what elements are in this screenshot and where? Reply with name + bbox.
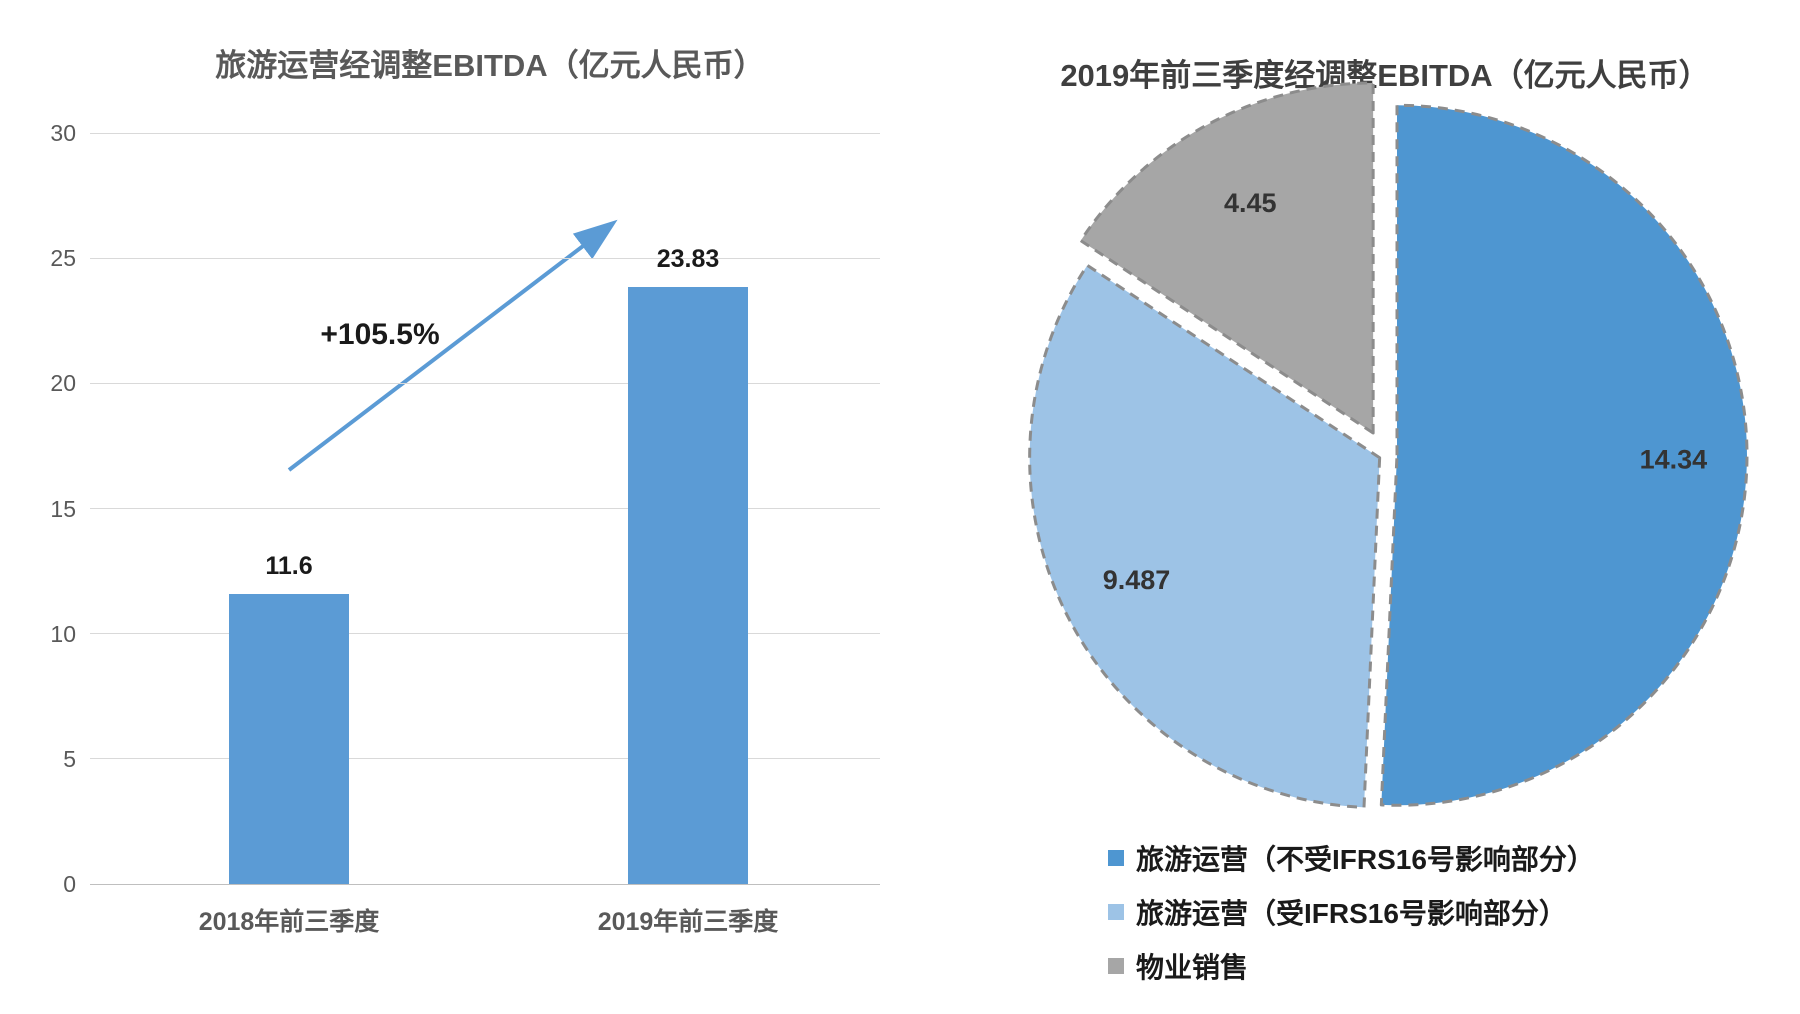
gridline xyxy=(90,883,880,885)
gridline xyxy=(90,257,880,259)
legend-label: 旅游运营（不受IFRS16号影响部分） xyxy=(1136,844,1595,875)
bar-chart-title: 旅游运营经调整EBITDA（亿元人民币） xyxy=(215,48,765,83)
bar-value-label: 11.6 xyxy=(265,551,313,580)
pie-slice-label: 9.487 xyxy=(1103,565,1171,595)
pie-slice-label: 4.45 xyxy=(1224,188,1277,218)
legend-item: 旅游运营（受IFRS16号影响部分） xyxy=(1108,892,1595,932)
gridline xyxy=(90,633,880,635)
pie-slice xyxy=(1079,81,1375,435)
pie-slice xyxy=(1379,103,1749,807)
y-tick-label: 10 xyxy=(50,620,76,647)
gridline xyxy=(90,132,880,134)
y-tick-label: 25 xyxy=(50,245,76,272)
bar-value-label: 23.83 xyxy=(656,245,720,274)
bar-2018年前三季度 xyxy=(229,593,349,884)
pie-chart-title: 2019年前三季度经调整EBITDA（亿元人民币） xyxy=(1060,58,1710,93)
pie-slice xyxy=(1028,263,1382,809)
x-axis-label: 2019年前三季度 xyxy=(597,908,779,936)
gridline xyxy=(90,758,880,760)
y-tick-label: 15 xyxy=(50,495,76,522)
legend-marker-icon xyxy=(1108,850,1124,866)
y-tick-label: 20 xyxy=(50,370,76,397)
pie-slice-label: 14.34 xyxy=(1640,445,1708,475)
legend-item: 物业销售 xyxy=(1108,946,1595,986)
pie-legend: 旅游运营（不受IFRS16号影响部分） 旅游运营（受IFRS16号影响部分） 物业销… xyxy=(1108,838,1595,1000)
legend-item: 旅游运营（不受IFRS16号影响部分） xyxy=(1108,838,1595,878)
legend-label: 旅游运营（受IFRS16号影响部分） xyxy=(1136,898,1567,929)
growth-annotation: +105.5% xyxy=(320,318,440,351)
y-tick-label: 5 xyxy=(63,745,76,772)
gridline xyxy=(90,382,880,384)
gridline xyxy=(90,508,880,509)
legend-marker-icon xyxy=(1108,904,1124,920)
pie-chart: 14.34 9.487 4.45 xyxy=(1028,81,1749,809)
legend-marker-icon xyxy=(1108,958,1124,974)
y-tick-label: 0 xyxy=(63,871,76,897)
y-tick-label: 30 xyxy=(50,120,76,146)
legend-label: 物业销售 xyxy=(1136,952,1249,983)
bar-chart-plot-area: +105.5% 0 5 10 15 20 25 30 11.6 2018年前三季度 23.83 20… xyxy=(50,120,880,936)
bar-2019年前三季度 xyxy=(628,287,748,884)
x-axis-label: 2018年前三季度 xyxy=(198,908,380,936)
